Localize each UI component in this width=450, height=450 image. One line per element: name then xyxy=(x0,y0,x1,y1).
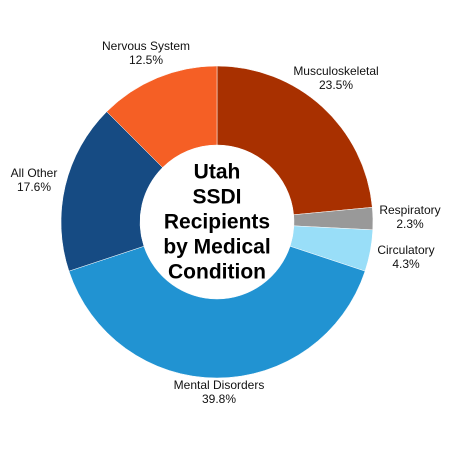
chart-title-line: by Medical xyxy=(163,235,271,259)
slice-label-circulatory: Circulatory 4.3% xyxy=(377,243,434,271)
slice-label-mental-disorders: Mental Disorders 39.8% xyxy=(174,378,265,406)
slice-label-value: 23.5% xyxy=(318,78,354,92)
slice-label-respiratory: Respiratory 2.3% xyxy=(379,203,440,231)
donut-slice-mental-disorders xyxy=(68,245,366,379)
slice-label-value: 12.5% xyxy=(128,53,164,67)
donut-slice-nervous-system xyxy=(106,65,218,168)
donut-slice-all-other xyxy=(60,111,163,272)
donut-slice-musculoskeletal xyxy=(216,65,373,216)
chart-title-line: Condition xyxy=(168,260,266,284)
slice-label-name: Nervous System xyxy=(101,39,191,53)
slice-label-name: Respiratory xyxy=(379,203,441,217)
slice-label-name: Mental Disorders xyxy=(173,378,265,392)
slice-label-all-other: All Other 17.6% xyxy=(11,166,58,194)
chart-title-line: SSDI Recipients xyxy=(163,185,271,234)
slice-label-name: Musculoskeletal xyxy=(293,64,379,78)
chart-title: Utah SSDI Recipients by Medical Conditio… xyxy=(142,160,292,285)
slice-label-value: 2.3% xyxy=(396,217,424,231)
chart-title-line: Utah xyxy=(193,160,241,184)
slice-label-name: Circulatory xyxy=(377,243,435,257)
slice-label-name: All Other xyxy=(10,166,58,180)
slice-label-musculoskeletal: Musculoskeletal 23.5% xyxy=(293,64,378,92)
slice-label-value: 17.6% xyxy=(16,180,52,194)
slice-label-nervous-system: Nervous System 12.5% xyxy=(102,39,190,67)
slice-label-value: 39.8% xyxy=(201,392,237,406)
slice-label-value: 4.3% xyxy=(392,257,420,271)
